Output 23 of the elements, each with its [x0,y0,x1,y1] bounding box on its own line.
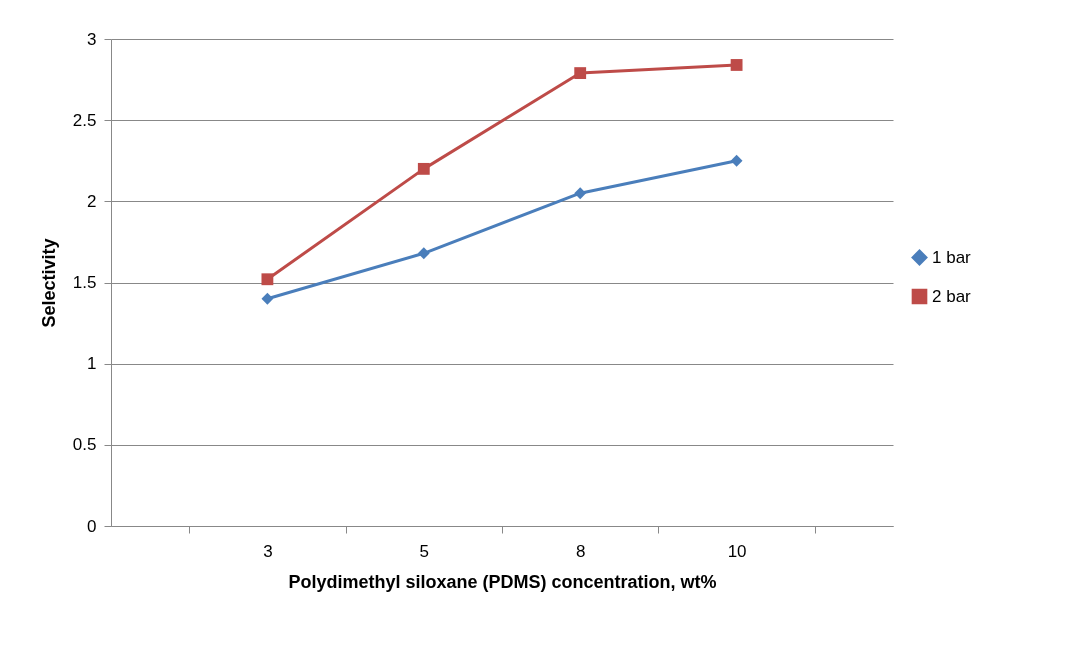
y-tick-label: 2 [87,191,97,211]
point [730,59,743,71]
y-tick-label: 0 [87,516,97,536]
legend-label: 1 bar [932,247,972,267]
point [261,292,274,305]
point [261,273,274,286]
point [417,162,430,175]
x-tick-label: 3 [263,541,273,561]
y-tick-label: 1.5 [72,273,97,292]
point [574,187,587,200]
point [417,247,430,260]
point [730,154,743,167]
y-tick-label: 1 [87,354,97,374]
legend-label: 2 bar [932,286,972,306]
point [574,67,587,80]
x-tick-label: 10 [727,541,747,561]
y-tick-label: 2.5 [72,110,97,130]
x-axis-title: Polydimethyl siloxane (PDMS) concentration, wt% [288,571,717,592]
y-tick-label: 3 [87,29,97,49]
y-tick-label: 0.5 [72,435,97,455]
x-tick-label: 5 [419,541,430,561]
y-axis-title: Selectivity [38,238,59,328]
x-tick-label: 8 [575,541,586,561]
